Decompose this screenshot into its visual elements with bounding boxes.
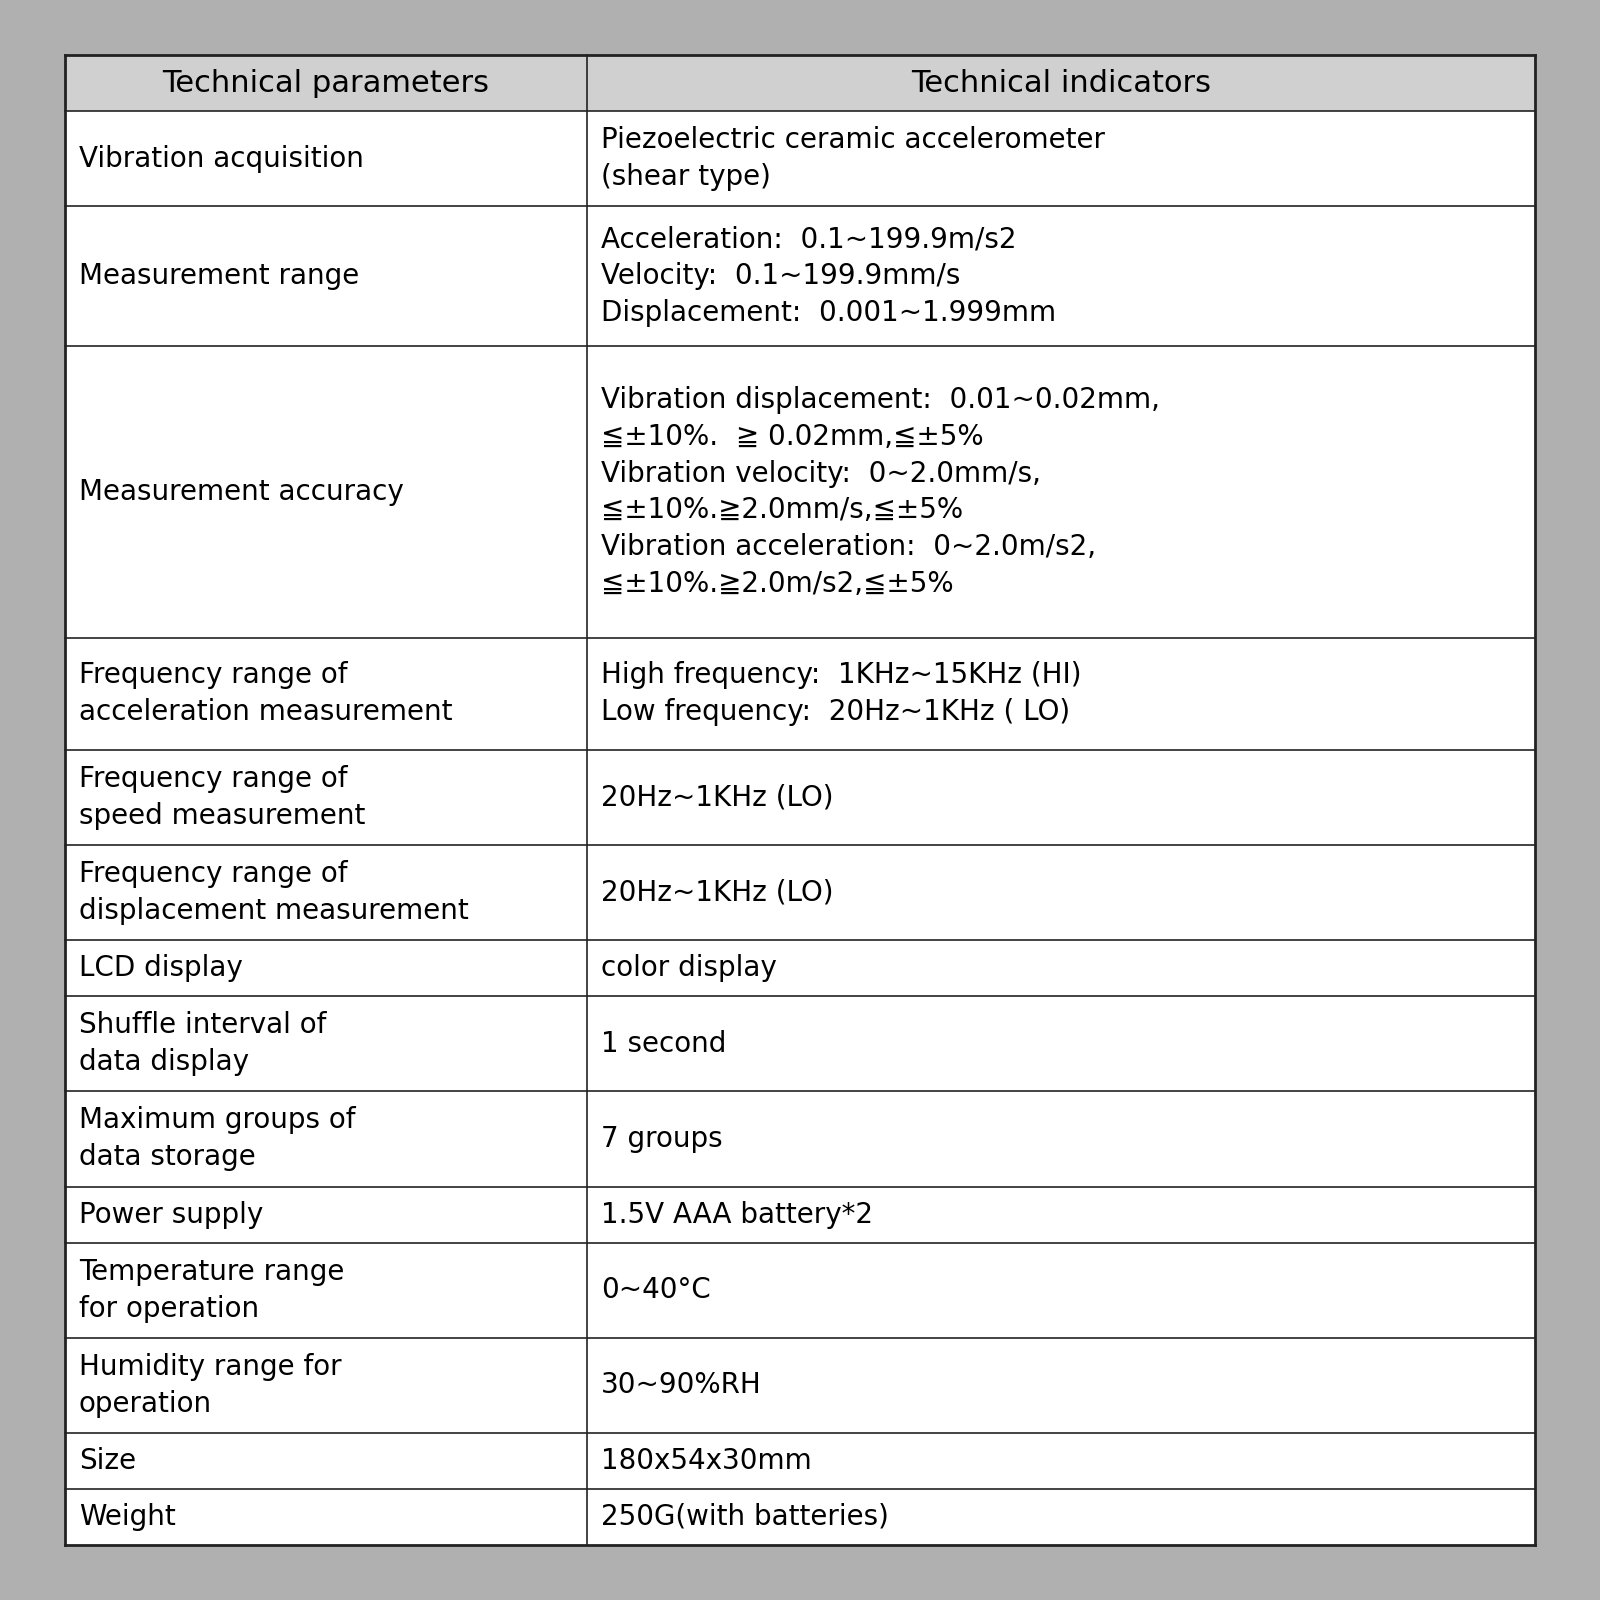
- Text: High frequency:  1KHz~15KHz (HI)
Low frequency:  20Hz~1KHz ( LO): High frequency: 1KHz~15KHz (HI) Low freq…: [602, 661, 1082, 726]
- Text: Weight: Weight: [78, 1502, 176, 1531]
- Text: 0~40°C: 0~40°C: [602, 1277, 710, 1304]
- Bar: [587, 1338, 1534, 1434]
- Text: 1 second: 1 second: [602, 1030, 726, 1058]
- Bar: [66, 54, 587, 110]
- Text: Acceleration:  0.1~199.9m/s2
Velocity:  0.1~199.9mm/s
Displacement:  0.001~1.999: Acceleration: 0.1~199.9m/s2 Velocity: 0.…: [602, 226, 1056, 326]
- Bar: [587, 997, 1534, 1091]
- Text: Technical indicators: Technical indicators: [910, 69, 1211, 98]
- Bar: [66, 1338, 587, 1434]
- Bar: [587, 637, 1534, 749]
- Text: Maximum groups of
data storage: Maximum groups of data storage: [78, 1107, 355, 1171]
- Text: 1.5V AAA battery*2: 1.5V AAA battery*2: [602, 1200, 874, 1229]
- Bar: [66, 1434, 587, 1490]
- Text: Frequency range of
acceleration measurement: Frequency range of acceleration measurem…: [78, 661, 453, 726]
- Bar: [587, 1187, 1534, 1243]
- Bar: [66, 1187, 587, 1243]
- Bar: [66, 941, 587, 997]
- Text: LCD display: LCD display: [78, 954, 243, 982]
- Text: Vibration acquisition: Vibration acquisition: [78, 144, 363, 173]
- Text: 20Hz~1KHz (LO): 20Hz~1KHz (LO): [602, 782, 834, 811]
- Text: 180x54x30mm: 180x54x30mm: [602, 1446, 811, 1475]
- Bar: [66, 206, 587, 346]
- Bar: [587, 346, 1534, 637]
- Text: Piezoelectric ceramic accelerometer
(shear type): Piezoelectric ceramic accelerometer (she…: [602, 126, 1106, 190]
- Text: 250G(with batteries): 250G(with batteries): [602, 1502, 888, 1531]
- Text: color display: color display: [602, 954, 776, 982]
- Bar: [587, 941, 1534, 997]
- Text: Size: Size: [78, 1446, 136, 1475]
- Bar: [587, 54, 1534, 110]
- Text: 20Hz~1KHz (LO): 20Hz~1KHz (LO): [602, 878, 834, 907]
- Text: Frequency range of
displacement measurement: Frequency range of displacement measurem…: [78, 861, 469, 925]
- Text: 30~90%RH: 30~90%RH: [602, 1371, 762, 1400]
- Bar: [587, 206, 1534, 346]
- Bar: [66, 845, 587, 941]
- Bar: [66, 749, 587, 845]
- Text: Measurement accuracy: Measurement accuracy: [78, 478, 403, 506]
- Text: 7 groups: 7 groups: [602, 1125, 723, 1154]
- Text: Power supply: Power supply: [78, 1200, 264, 1229]
- Text: Measurement range: Measurement range: [78, 262, 360, 290]
- Bar: [587, 1243, 1534, 1338]
- Bar: [587, 1434, 1534, 1490]
- Bar: [587, 1091, 1534, 1187]
- Bar: [587, 749, 1534, 845]
- Bar: [587, 1490, 1534, 1546]
- Text: Technical parameters: Technical parameters: [163, 69, 490, 98]
- Text: Shuffle interval of
data display: Shuffle interval of data display: [78, 1011, 326, 1077]
- Bar: [587, 110, 1534, 206]
- Text: Frequency range of
speed measurement: Frequency range of speed measurement: [78, 765, 365, 829]
- Bar: [66, 1243, 587, 1338]
- Text: Humidity range for
operation: Humidity range for operation: [78, 1354, 342, 1418]
- Text: Temperature range
for operation: Temperature range for operation: [78, 1258, 344, 1323]
- Bar: [66, 1490, 587, 1546]
- Bar: [587, 845, 1534, 941]
- Bar: [66, 346, 587, 637]
- Bar: [66, 110, 587, 206]
- Text: Vibration displacement:  0.01~0.02mm,
≦±10%.  ≧ 0.02mm,≦±5%
Vibration velocity: : Vibration displacement: 0.01~0.02mm, ≦±1…: [602, 386, 1160, 598]
- Bar: [66, 637, 587, 749]
- Bar: [66, 997, 587, 1091]
- Bar: [66, 1091, 587, 1187]
